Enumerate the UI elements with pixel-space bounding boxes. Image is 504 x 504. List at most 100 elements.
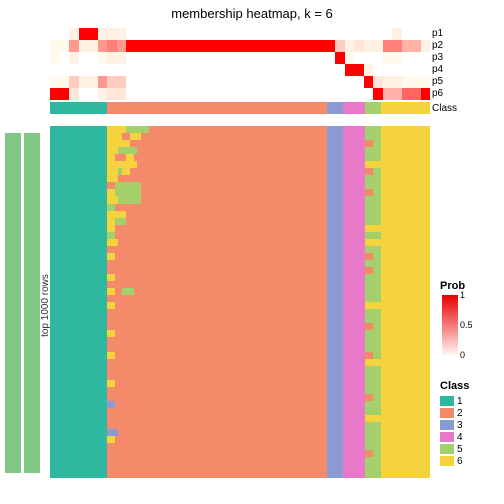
heatmap-cell [343,408,366,415]
heatmap-cell [50,359,107,366]
prob-cell [136,28,146,40]
heatmap-cell [365,429,380,436]
heatmap-cell [107,429,118,436]
heatmap-row [50,464,430,471]
prob-cell [117,52,127,64]
heatmap-cell [343,154,366,161]
heatmap-cell [107,140,130,147]
prob-cell [345,40,355,52]
heatmap-cell [327,253,342,260]
prob-cell [250,40,260,52]
heatmap-cell [381,443,430,450]
prob-cell [354,40,364,52]
prob-cell [421,64,431,76]
heatmap-cell [115,218,126,225]
prob-cell [155,76,165,88]
heatmap-cell [327,189,342,196]
heatmap-cell [327,394,342,401]
heatmap-cell [381,457,430,464]
heatmap-row [50,154,430,161]
heatmap-cell [365,457,380,464]
prob-cell [240,88,250,100]
heatmap-cell [115,154,126,161]
heatmap-cell [343,140,366,147]
prob-cell [60,40,70,52]
prob-cell [69,40,79,52]
prob-cell [278,28,288,40]
heatmap-cell [115,288,123,295]
heatmap-cell [327,182,342,189]
prob-cell [240,52,250,64]
heatmap-cell [365,387,380,394]
heatmap-cell [343,274,366,281]
heatmap-cell [365,246,380,253]
prob-cell [259,88,269,100]
heatmap-cell [50,323,107,330]
heatmap-cell [107,147,118,154]
heatmap-row [50,366,430,373]
prob-cell [202,76,212,88]
prob-cell [155,64,165,76]
heatmap-row [50,422,430,429]
heatmap-cell [115,330,328,337]
heatmap-cell [327,352,342,359]
heatmap-cell [137,147,327,154]
prob-cell [392,64,402,76]
heatmap-cell [134,288,328,295]
heatmap-cell [343,302,366,309]
heatmap-cell [107,443,327,450]
prob-cell [259,76,269,88]
heatmap-cell [50,218,107,225]
prob-cell [174,52,184,64]
prob-cell [183,88,193,100]
heatmap-cell [126,211,327,218]
heatmap-cell [107,464,327,471]
prob-cell [316,64,326,76]
heatmap-cell [365,408,380,415]
heatmap-cell [381,302,430,309]
heatmap-cell [50,344,107,351]
heatmap-cell [365,225,380,232]
heatmap-cell [50,232,107,239]
heatmap-cell [327,168,342,175]
heatmap-cell [343,309,366,316]
heatmap-cell [115,436,328,443]
prob-cell [288,64,298,76]
prob-cell [231,64,241,76]
heatmap-cell [373,140,381,147]
prob-cell [364,40,374,52]
heatmap-cell [126,126,149,133]
prob-cell [402,64,412,76]
prob-cell [259,40,269,52]
heatmap-row [50,239,430,246]
heatmap-cell [327,422,342,429]
heatmap-cell [50,154,107,161]
row-label: p1 [432,28,457,40]
heatmap-cell [327,316,342,323]
prob-cell [288,88,298,100]
prob-cell [297,88,307,100]
heatmap-cell [50,464,107,471]
class-legend-item: 3 [440,419,469,431]
heatmap-cell [343,366,366,373]
heatmap-cell [327,464,342,471]
heatmap-row [50,408,430,415]
heatmap-cell [381,380,430,387]
heatmap-cell [107,239,118,246]
heatmap-row [50,387,430,394]
heatmap-cell [365,175,380,182]
prob-cell [383,88,393,100]
prob-cell [136,88,146,100]
heatmap-cell [373,253,381,260]
class-seg [381,102,430,114]
prob-cell [212,76,222,88]
heatmap-cell [327,204,342,211]
heatmap-cell [50,133,107,140]
heatmap-cell [327,161,342,168]
heatmap-row [50,394,430,401]
class-seg [365,102,380,114]
heatmap-cell [115,352,328,359]
heatmap-cell [107,175,118,182]
heatmap-cell [107,373,327,380]
heatmap-cell [50,316,107,323]
